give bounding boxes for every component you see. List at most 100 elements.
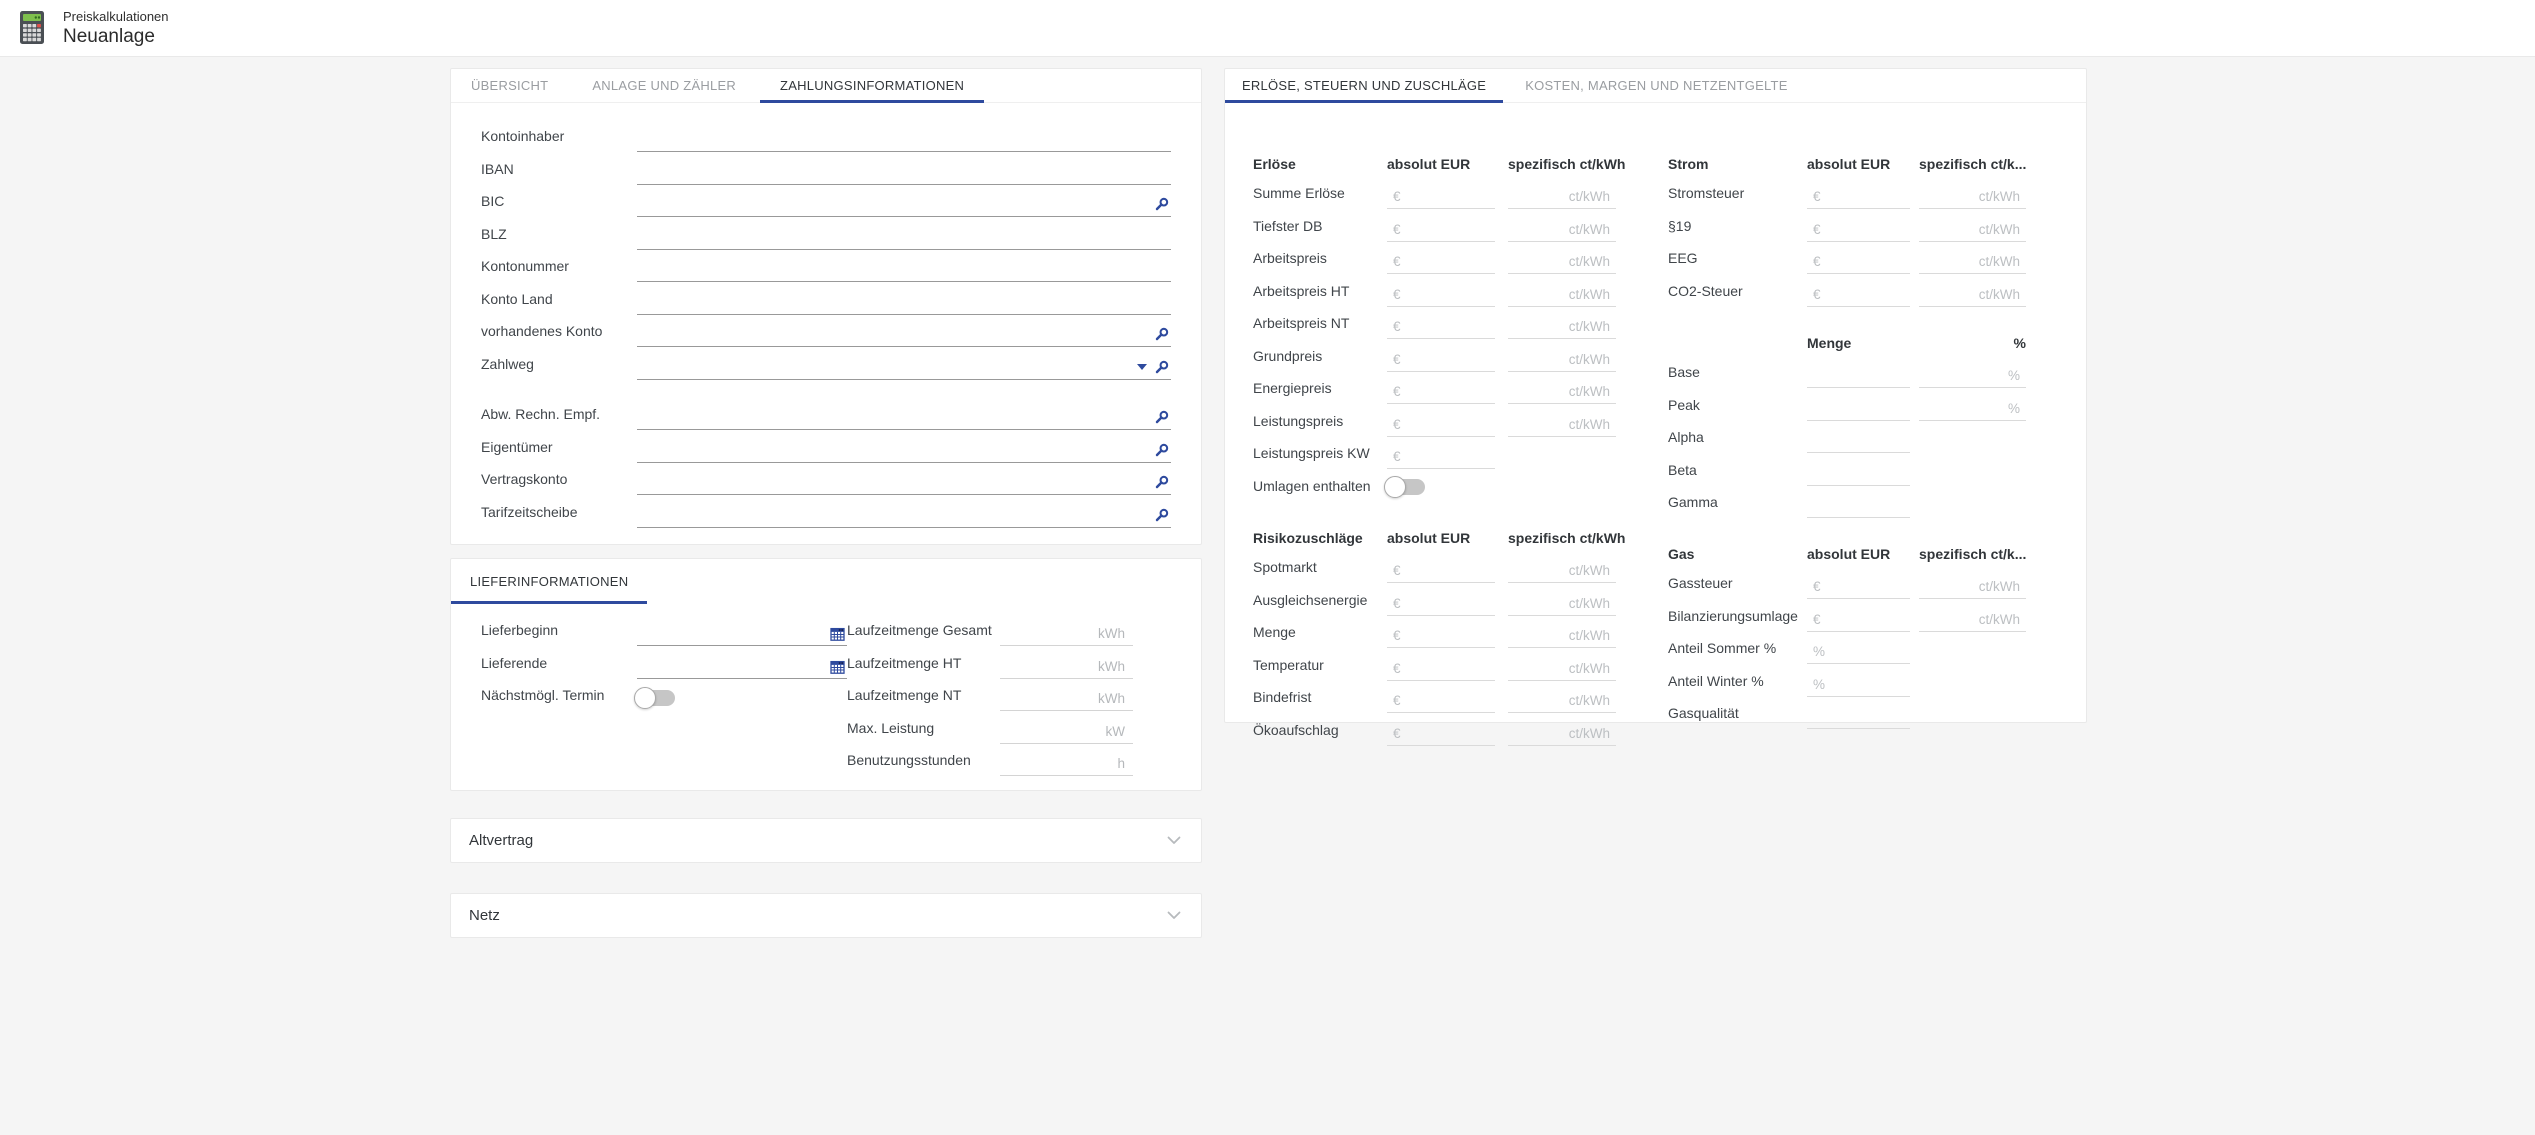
eur-input[interactable] <box>1387 282 1495 307</box>
value-help-icon[interactable] <box>1154 443 1169 458</box>
ct-input[interactable] <box>1508 412 1616 437</box>
altvertrag-panel-header[interactable]: Altvertrag <box>451 819 1201 862</box>
value-help-icon[interactable] <box>1154 410 1169 425</box>
value-help-icon[interactable] <box>1154 508 1169 523</box>
field-label: Nächstmögl. Termin <box>481 687 605 704</box>
vorhandenes-konto-input[interactable] <box>639 323 1147 346</box>
iban-input[interactable] <box>639 161 1169 184</box>
max-leistung-input[interactable] <box>1000 719 1133 744</box>
tab-kosten-margen-netzentgelte[interactable]: KOSTEN, MARGEN UND NETZENTGELTE <box>1525 78 1788 93</box>
calendar-icon[interactable] <box>830 659 845 674</box>
menge-input[interactable] <box>1807 396 1910 421</box>
menge-input[interactable] <box>1807 461 1910 486</box>
calendar-icon[interactable] <box>830 626 845 642</box>
eur-input[interactable] <box>1387 445 1495 470</box>
lieferbeginn-input[interactable] <box>639 622 824 645</box>
tab-anlage-und-zaehler[interactable]: ANLAGE UND ZÄHLER <box>592 78 737 93</box>
field-label: Konto Land <box>481 290 553 307</box>
laufzeitmenge-nt-input[interactable] <box>1000 687 1133 712</box>
ct-input[interactable] <box>1508 559 1616 584</box>
ct-input[interactable] <box>1919 185 2026 210</box>
ct-input[interactable] <box>1508 185 1616 210</box>
percent-input[interactable] <box>1807 640 1910 665</box>
gasqualitaet-input[interactable] <box>1807 705 1910 730</box>
section-title: Strom <box>1668 155 1709 172</box>
percent-input[interactable] <box>1807 672 1910 697</box>
konto-land-input[interactable] <box>639 291 1169 314</box>
eur-input[interactable] <box>1387 559 1495 584</box>
menge-input[interactable] <box>1807 429 1910 454</box>
payment-card: ÜBERSICHT ANLAGE UND ZÄHLER ZAHLUNGSINFO… <box>450 68 1202 545</box>
eur-input[interactable] <box>1387 412 1495 437</box>
eur-input[interactable] <box>1387 315 1495 340</box>
ct-input[interactable] <box>1508 380 1616 405</box>
abw-rechn-empf-input[interactable] <box>639 406 1147 429</box>
eur-input[interactable] <box>1387 689 1495 714</box>
eur-input[interactable] <box>1387 250 1495 275</box>
ct-input[interactable] <box>1508 217 1616 242</box>
menge-input[interactable] <box>1807 494 1910 519</box>
tarifzeitscheibe-input[interactable] <box>639 504 1147 527</box>
tab-lieferinformationen[interactable]: LIEFERINFORMATIONEN <box>451 559 648 604</box>
vertragskonto-input[interactable] <box>639 471 1147 494</box>
value-help-icon[interactable] <box>1154 327 1169 342</box>
tab-uebersicht[interactable]: ÜBERSICHT <box>471 78 549 93</box>
ct-input[interactable] <box>1508 656 1616 681</box>
eur-input[interactable] <box>1807 607 1910 632</box>
netz-panel-header[interactable]: Netz <box>451 894 1201 937</box>
laufzeitmenge-gesamt-input[interactable] <box>1000 622 1133 647</box>
ct-input[interactable] <box>1508 591 1616 616</box>
eur-input[interactable] <box>1807 217 1910 242</box>
ct-input[interactable] <box>1508 347 1616 372</box>
ct-input[interactable] <box>1919 607 2026 632</box>
panel-title: Altvertrag <box>469 832 534 849</box>
ct-input[interactable] <box>1508 721 1616 746</box>
ct-input[interactable] <box>1919 250 2026 275</box>
benutzungsstunden-input[interactable] <box>1000 752 1133 777</box>
zahlweg-input[interactable] <box>639 356 1130 379</box>
ct-input[interactable] <box>1919 217 2026 242</box>
ct-input[interactable] <box>1919 575 2026 600</box>
eur-input[interactable] <box>1387 185 1495 210</box>
menge-input[interactable] <box>1807 364 1910 389</box>
eur-input[interactable] <box>1387 721 1495 746</box>
eur-input[interactable] <box>1387 347 1495 372</box>
bic-input[interactable] <box>639 193 1147 216</box>
ct-input[interactable] <box>1508 624 1616 649</box>
eur-input[interactable] <box>1387 591 1495 616</box>
dropdown-arrow-icon[interactable] <box>1137 364 1147 371</box>
eur-input[interactable] <box>1807 282 1910 307</box>
eur-input[interactable] <box>1387 656 1495 681</box>
eur-input[interactable] <box>1807 250 1910 275</box>
value-help-icon[interactable] <box>1154 197 1169 212</box>
eur-input[interactable] <box>1807 185 1910 210</box>
lieferende-input[interactable] <box>639 655 824 678</box>
ct-input[interactable] <box>1508 315 1616 340</box>
eur-input[interactable] <box>1387 380 1495 405</box>
row-gamma: Gamma <box>1668 486 2026 519</box>
ct-input[interactable] <box>1508 282 1616 307</box>
column-header-spezifisch: spezifisch ct/k... <box>1919 155 2027 172</box>
eigentuemer-input[interactable] <box>639 439 1147 462</box>
tab-erloese-steuern-zuschlaege[interactable]: ERLÖSE, STEUERN UND ZUSCHLÄGE <box>1225 69 1504 103</box>
laufzeitmenge-ht-input[interactable] <box>1000 654 1133 679</box>
row-kontonummer: Kontonummer <box>481 250 1171 283</box>
ct-input[interactable] <box>1508 689 1616 714</box>
kontoinhaber-input[interactable] <box>639 128 1169 151</box>
ct-input[interactable] <box>1919 282 2026 307</box>
tab-zahlungsinformationen[interactable]: ZAHLUNGSINFORMATIONEN <box>760 69 985 103</box>
ct-input[interactable] <box>1508 250 1616 275</box>
percent-input[interactable] <box>1919 396 2026 421</box>
kontonummer-input[interactable] <box>639 258 1169 281</box>
naechstmoegl-termin-toggle[interactable] <box>634 687 675 710</box>
eur-input[interactable] <box>1387 624 1495 649</box>
app-title: Preiskalkulationen <box>63 8 169 24</box>
value-help-icon[interactable] <box>1154 360 1169 375</box>
blz-input[interactable] <box>639 226 1169 249</box>
field-label: Lieferende <box>481 654 548 671</box>
percent-input[interactable] <box>1919 364 2026 389</box>
eur-input[interactable] <box>1807 575 1910 600</box>
eur-input[interactable] <box>1387 217 1495 242</box>
umlagen-enthalten-toggle[interactable] <box>1384 475 1425 498</box>
value-help-icon[interactable] <box>1154 475 1169 490</box>
